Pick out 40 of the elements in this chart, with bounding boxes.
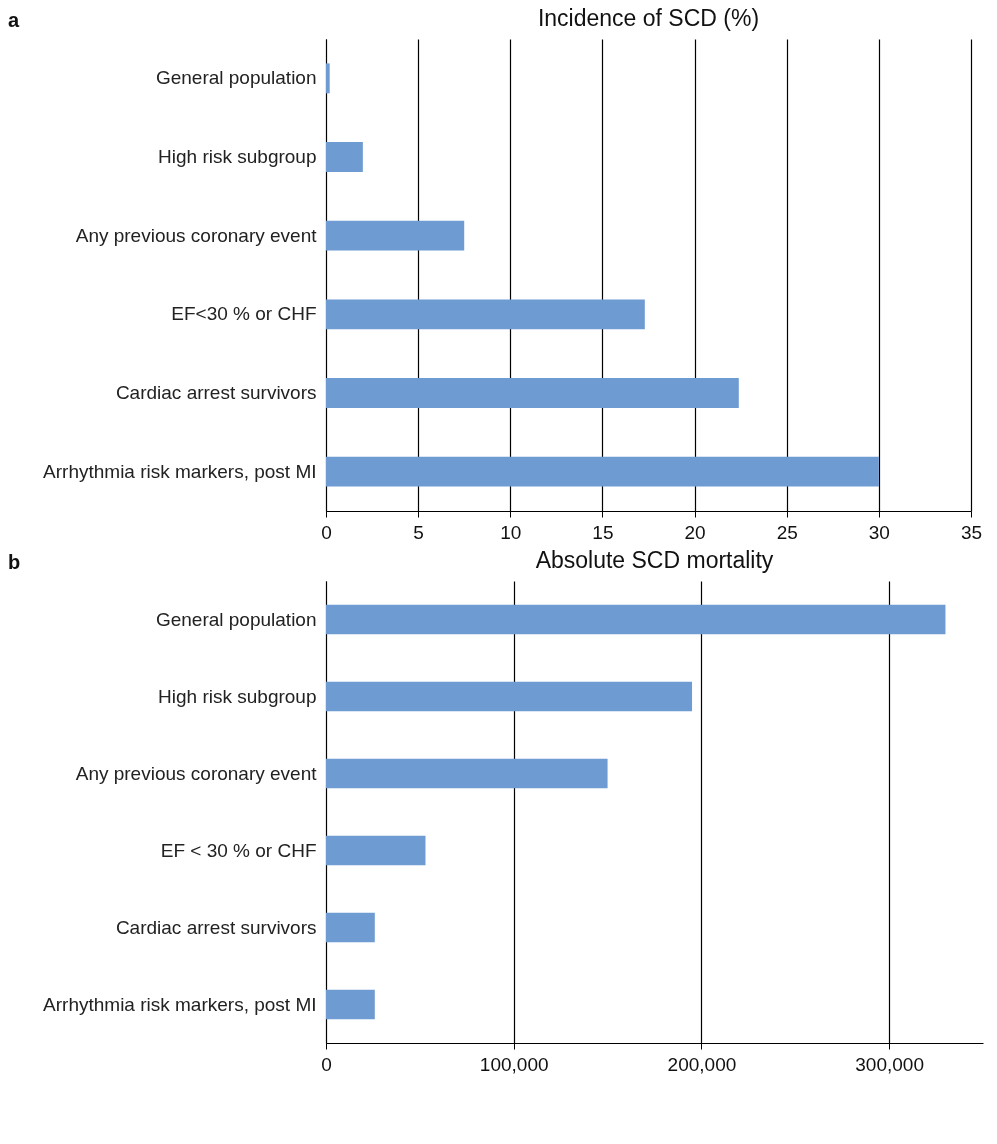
y-tick-label: General population bbox=[155, 608, 317, 630]
x-tick-label: 30 bbox=[868, 521, 890, 543]
y-tick-label: Arrhythmia risk markers, post MI bbox=[43, 460, 317, 482]
chart-title: Absolute SCD mortality bbox=[535, 547, 774, 573]
y-tick-label: High risk subgroup bbox=[158, 146, 317, 167]
y-tick-label: Cardiac arrest survivors bbox=[115, 916, 317, 938]
bar bbox=[326, 299, 645, 330]
x-tick-label: 10 bbox=[500, 521, 522, 543]
x-tick-label: 20 bbox=[684, 521, 706, 543]
bar bbox=[326, 912, 375, 943]
bar bbox=[326, 989, 375, 1020]
bar bbox=[326, 604, 946, 635]
y-tick-label: Cardiac arrest survivors bbox=[115, 382, 317, 403]
x-tick-label: 15 bbox=[592, 521, 614, 543]
x-tick-label: 5 bbox=[413, 521, 424, 543]
chart-title: Incidence of SCD (%) bbox=[537, 5, 760, 31]
y-tick-label: Any previous coronary event bbox=[75, 224, 318, 246]
bar bbox=[326, 456, 879, 487]
text: a bbox=[8, 9, 20, 31]
x-tick-label: 200,000 bbox=[667, 1053, 737, 1075]
x-tick-label: 0 bbox=[321, 1053, 332, 1075]
x-tick-label: 300,000 bbox=[855, 1053, 924, 1075]
x-tick-label: 35 bbox=[960, 521, 983, 543]
y-tick-label: Any previous coronary event bbox=[75, 762, 318, 784]
x-tick-label: 100,000 bbox=[479, 1053, 549, 1075]
x-tick-label: 25 bbox=[776, 521, 798, 543]
bar bbox=[326, 378, 739, 408]
y-tick-label: Arrhythmia risk markers, post MI bbox=[43, 993, 317, 1015]
bar bbox=[326, 220, 465, 251]
bar bbox=[326, 758, 608, 789]
bar bbox=[326, 63, 330, 94]
y-tick-label: High risk subgroup bbox=[158, 685, 317, 707]
bar bbox=[326, 681, 693, 712]
bar bbox=[326, 142, 363, 172]
x-tick-label: 0 bbox=[321, 521, 332, 543]
y-tick-label: EF<30 % or CHF bbox=[171, 303, 317, 325]
y-tick-label: General population bbox=[155, 67, 317, 89]
text: b bbox=[8, 551, 21, 573]
y-tick-label: EF < 30 % or CHF bbox=[160, 839, 317, 861]
bar bbox=[326, 835, 426, 866]
